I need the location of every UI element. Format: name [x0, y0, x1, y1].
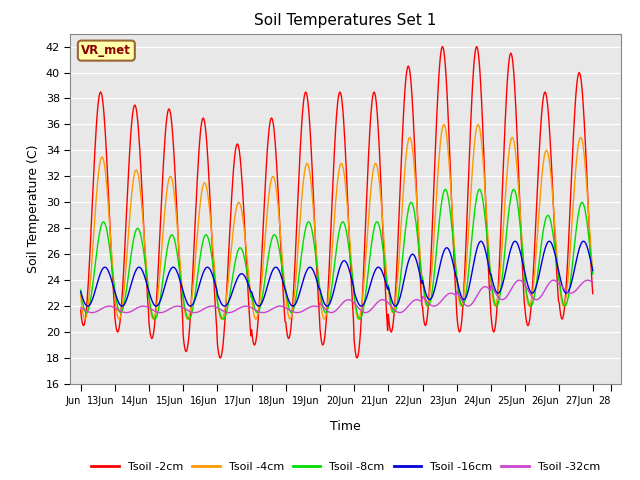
Tsoil -2cm: [415, 230, 422, 236]
Text: VR_met: VR_met: [81, 44, 131, 57]
Tsoil -4cm: [191, 257, 199, 263]
Line: Tsoil -32cm: Tsoil -32cm: [81, 280, 593, 312]
Tsoil -4cm: [77, 292, 84, 298]
Tsoil -4cm: [415, 222, 422, 228]
Tsoil -2cm: [139, 201, 147, 206]
Tsoil -32cm: [191, 310, 199, 315]
Tsoil -4cm: [140, 222, 147, 228]
Line: Tsoil -8cm: Tsoil -8cm: [81, 189, 593, 319]
Tsoil -32cm: [399, 309, 407, 314]
Tsoil -8cm: [86, 300, 93, 306]
Tsoil -16cm: [477, 239, 484, 244]
Legend: Tsoil -2cm, Tsoil -4cm, Tsoil -8cm, Tsoil -16cm, Tsoil -32cm: Tsoil -2cm, Tsoil -4cm, Tsoil -8cm, Tsoi…: [86, 457, 605, 477]
Tsoil -16cm: [87, 300, 95, 306]
Tsoil -2cm: [191, 232, 198, 238]
Y-axis label: Soil Temperature (C): Soil Temperature (C): [27, 144, 40, 273]
Title: Soil Temperatures Set 1: Soil Temperatures Set 1: [255, 13, 436, 28]
Tsoil -2cm: [86, 251, 93, 256]
Tsoil -32cm: [86, 310, 93, 315]
Tsoil -8cm: [191, 290, 199, 296]
Tsoil -2cm: [77, 307, 84, 313]
Tsoil -4cm: [440, 121, 448, 127]
Tsoil -16cm: [399, 281, 407, 287]
Line: Tsoil -4cm: Tsoil -4cm: [81, 124, 593, 319]
Tsoil -4cm: [589, 270, 596, 276]
Tsoil -8cm: [415, 240, 422, 246]
Tsoil -4cm: [87, 276, 95, 281]
Tsoil -16cm: [218, 302, 226, 308]
Tsoil -8cm: [139, 242, 147, 248]
Tsoil -4cm: [218, 316, 226, 322]
Tsoil -32cm: [415, 297, 422, 303]
Tsoil -16cm: [415, 264, 422, 270]
Tsoil -32cm: [77, 305, 84, 311]
Tsoil -8cm: [442, 186, 449, 192]
Tsoil -16cm: [191, 296, 199, 301]
Tsoil -16cm: [140, 270, 147, 276]
Tsoil -32cm: [88, 310, 96, 315]
Tsoil -16cm: [84, 303, 92, 309]
Tsoil -2cm: [218, 347, 226, 353]
Tsoil -16cm: [77, 289, 84, 295]
Tsoil -8cm: [589, 271, 596, 277]
Line: Tsoil -2cm: Tsoil -2cm: [81, 47, 593, 358]
Tsoil -8cm: [218, 316, 226, 322]
X-axis label: Time: Time: [330, 420, 361, 432]
Tsoil -4cm: [81, 316, 89, 322]
Tsoil -8cm: [399, 247, 407, 253]
Tsoil -2cm: [589, 291, 596, 297]
Tsoil -32cm: [218, 308, 226, 313]
Tsoil -32cm: [589, 280, 596, 286]
Tsoil -2cm: [438, 44, 446, 49]
Tsoil -32cm: [516, 277, 524, 283]
Tsoil -8cm: [151, 316, 159, 322]
Tsoil -8cm: [77, 287, 84, 293]
Tsoil -32cm: [140, 303, 147, 309]
Tsoil -2cm: [216, 355, 224, 361]
Line: Tsoil -16cm: Tsoil -16cm: [81, 241, 593, 306]
Tsoil -2cm: [399, 115, 407, 121]
Tsoil -16cm: [589, 268, 596, 274]
Tsoil -4cm: [399, 189, 407, 194]
